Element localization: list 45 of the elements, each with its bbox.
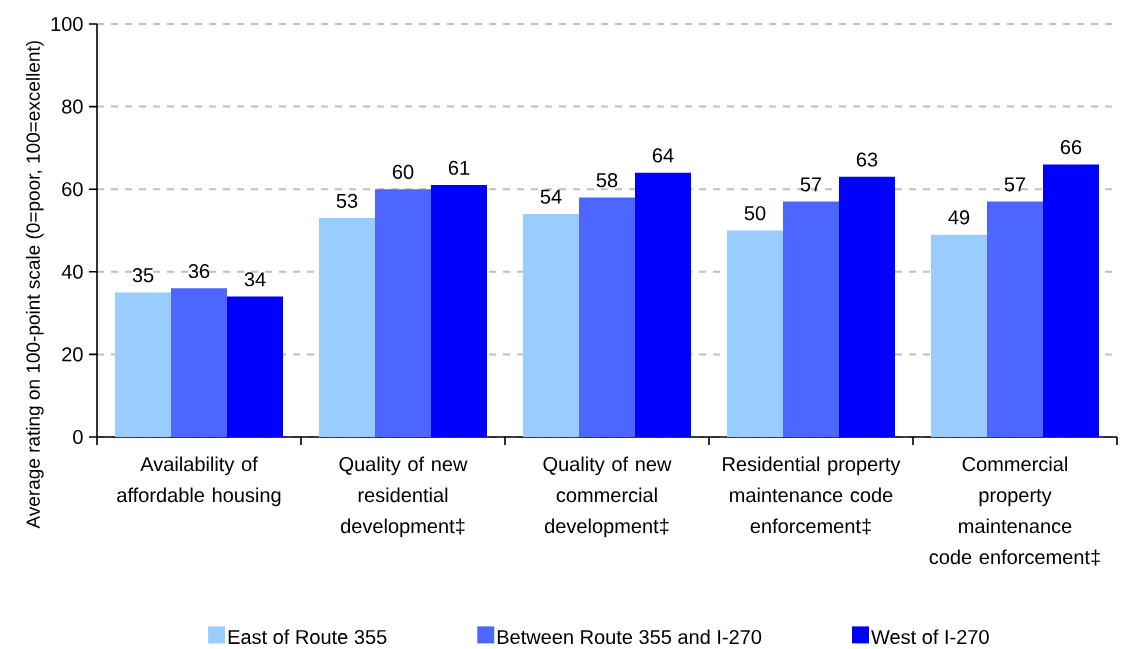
bar [782, 201, 839, 437]
data-label: 61 [448, 160, 470, 175]
data-label: 34 [244, 272, 266, 287]
y-tick-label: 0 [73, 429, 83, 445]
data-label: 63 [856, 152, 878, 167]
data-label: 35 [132, 268, 154, 283]
x-tick-label: Residential property maintenance code enforcement‡ [723, 456, 901, 535]
legend-label: West of I-270 [871, 629, 989, 645]
legend-label: East of Route 355 [228, 629, 387, 645]
bar [986, 201, 1043, 437]
data-label: 57 [1004, 177, 1026, 192]
y-axis-title: Average rating on 100-point scale (0=poor, 100=excellent) [25, 41, 44, 529]
data-label: 60 [392, 164, 414, 179]
bar [1042, 164, 1099, 437]
data-label: 49 [948, 210, 970, 225]
bar [930, 234, 987, 437]
x-tick-label: Quality of new commercial development‡ [543, 456, 672, 538]
data-label: 66 [1060, 140, 1082, 155]
bar [171, 288, 227, 437]
y-tick-label: 40 [61, 264, 83, 279]
data-label: 57 [800, 177, 822, 192]
bar [726, 230, 783, 437]
bar [319, 218, 375, 437]
data-label: 58 [596, 173, 618, 188]
data-label: 50 [744, 206, 766, 221]
bar [431, 185, 487, 437]
data-label: 54 [540, 189, 562, 204]
bar [375, 189, 431, 437]
y-tick-label: 80 [62, 99, 83, 114]
bar [115, 292, 171, 437]
bar [522, 213, 579, 437]
bar [578, 197, 635, 437]
y-tick-label: 100 [51, 16, 83, 32]
bar [227, 296, 283, 437]
data-label: 64 [652, 148, 674, 163]
data-label: 36 [188, 263, 210, 279]
y-tick-label: 60 [62, 182, 83, 197]
x-tick-label: Commercial property maintenance code enforcement‡ [929, 456, 1100, 566]
bar [838, 176, 895, 437]
data-label: 53 [336, 193, 358, 208]
x-tick-label: Quality of new residential development‡ [339, 456, 468, 538]
y-tick-label: 20 [62, 347, 83, 362]
bar [634, 172, 691, 437]
legend-label: Between Route 355 and I-270 [497, 629, 762, 645]
x-tick-label: Availability of affordable housing [117, 456, 281, 507]
